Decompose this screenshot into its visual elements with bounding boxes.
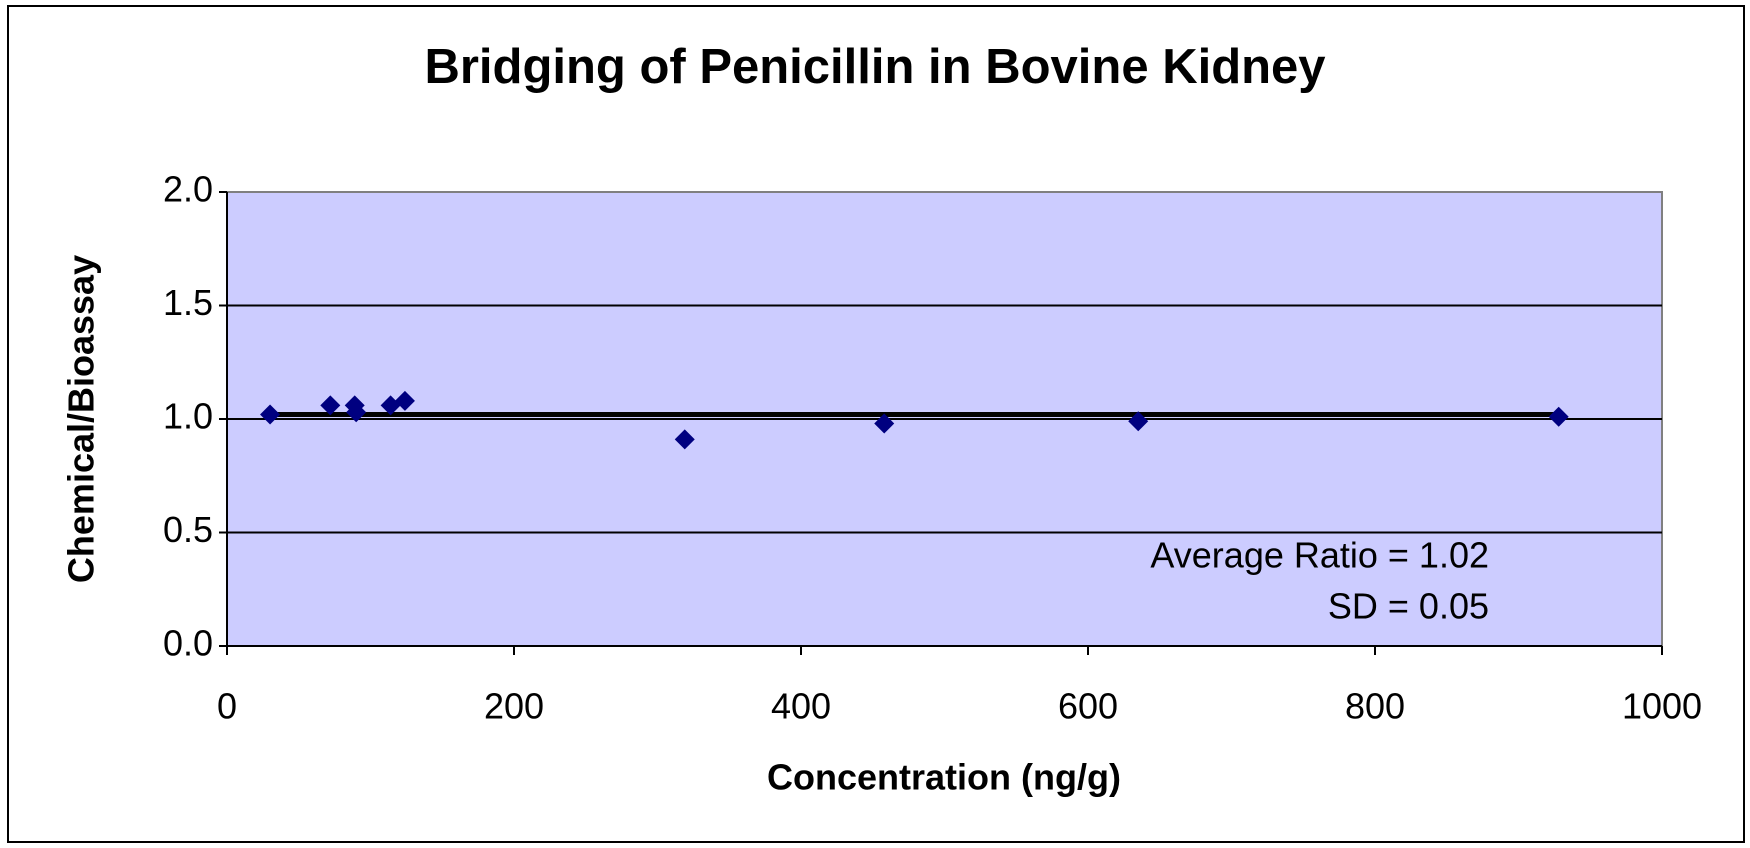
data-point (1548, 406, 1569, 427)
data-point (260, 404, 281, 425)
annotation: Average Ratio = 1.02 (1150, 535, 1489, 576)
y-tick-label: 0.0 (163, 623, 213, 664)
x-axis-label: Concentration (ng/g) (767, 757, 1121, 798)
data-point (320, 395, 341, 416)
x-tick-label: 0 (217, 686, 237, 727)
data-point (1128, 411, 1149, 432)
x-tick-label: 600 (1058, 686, 1118, 727)
chart-title: Bridging of Penicillin in Bovine Kidney (424, 40, 1325, 94)
y-tick-label: 1.0 (163, 396, 213, 437)
y-tick-label: 0.5 (163, 509, 213, 550)
y-axis-label: Chemical/Bioassay (61, 255, 102, 583)
annotation: SD = 0.05 (1328, 586, 1489, 627)
x-tick-label: 1000 (1622, 686, 1702, 727)
data-point (346, 402, 367, 423)
data-point (394, 390, 415, 411)
x-tick-label: 400 (771, 686, 831, 727)
y-tick-label: 1.5 (163, 282, 213, 323)
data-point (674, 429, 695, 450)
data-point (874, 413, 895, 434)
x-tick-label: 800 (1345, 686, 1405, 727)
x-tick-label: 200 (484, 686, 544, 727)
y-tick-label: 2.0 (163, 169, 213, 210)
